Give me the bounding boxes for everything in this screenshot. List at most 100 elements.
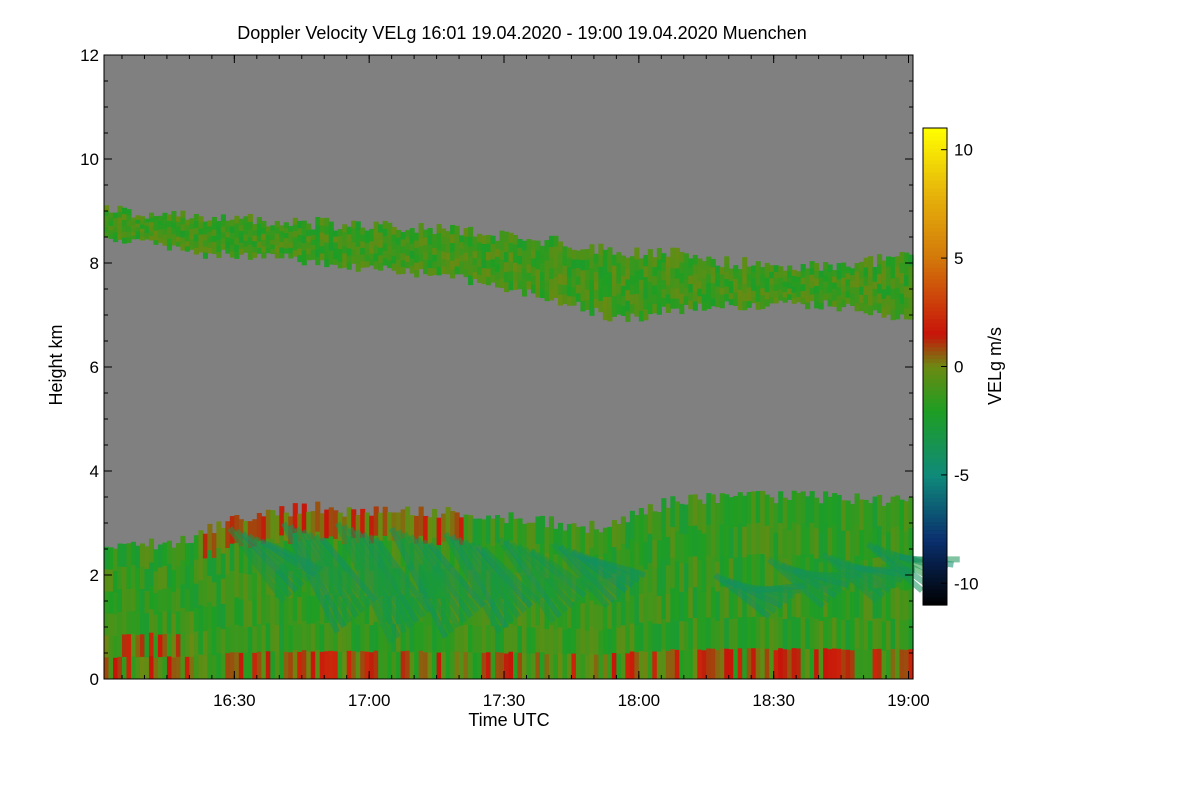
echo-cell	[895, 617, 901, 649]
echo-cell	[688, 275, 694, 285]
echo-cell	[216, 227, 222, 234]
echo-cell	[162, 588, 168, 612]
echo-cell	[652, 595, 658, 624]
echo-cell	[836, 294, 842, 304]
echo-cell	[477, 652, 483, 680]
echo-cell	[324, 650, 330, 680]
echo-cell	[207, 242, 213, 248]
echo-cell	[670, 277, 676, 289]
echo-cell	[706, 617, 712, 649]
echo-cell	[908, 254, 914, 266]
echo-cell	[773, 290, 779, 298]
echo-cell	[715, 503, 721, 533]
echo-cell	[809, 261, 815, 269]
echo-cell	[166, 214, 173, 221]
echo-cell	[342, 224, 348, 232]
echo-cell	[521, 653, 528, 680]
echo-cell	[863, 649, 869, 680]
echo-cell	[580, 602, 586, 629]
colorbar-cell	[923, 565, 947, 570]
echo-cell	[652, 623, 658, 652]
echo-cell	[899, 303, 905, 315]
echo-cell	[301, 591, 307, 622]
echo-cell	[512, 244, 519, 254]
echo-cell	[724, 256, 730, 265]
echo-cell	[854, 302, 860, 312]
echo-cell	[728, 527, 734, 559]
echo-cell	[845, 297, 851, 304]
echo-cell	[692, 301, 698, 311]
x-axis-title: Time UTC	[468, 710, 549, 730]
echo-cell	[157, 589, 164, 613]
echo-cell	[369, 597, 375, 626]
echo-cell	[598, 289, 604, 301]
echo-cell	[108, 569, 114, 592]
echo-cell	[656, 303, 662, 315]
fall-streak	[240, 531, 299, 593]
colorbar-cell	[923, 139, 947, 145]
echo-cell	[553, 603, 559, 630]
echo-cell	[252, 519, 258, 547]
echo-cell	[634, 542, 640, 571]
echo-cell	[548, 624, 555, 653]
echo-cell	[202, 246, 208, 253]
echo-cell	[665, 593, 671, 623]
echo-cell	[499, 598, 505, 626]
echo-cell	[297, 513, 303, 542]
echo-cell	[665, 293, 671, 304]
echo-cell	[872, 496, 878, 528]
echo-cell	[683, 649, 689, 680]
echo-cell	[301, 257, 307, 266]
echo-cell	[850, 503, 856, 534]
echo-cell	[859, 261, 865, 271]
echo-cell	[490, 266, 496, 275]
echo-cell	[355, 246, 361, 256]
echo-cell	[441, 513, 447, 542]
echo-cell	[202, 654, 208, 680]
echo-cell	[180, 535, 186, 561]
echo-cell	[764, 556, 770, 588]
echo-cell	[252, 572, 258, 600]
echo-cell	[625, 548, 631, 575]
echo-cell	[791, 490, 797, 523]
echo-cell	[868, 620, 874, 651]
colorbar-cell	[923, 251, 947, 256]
echo-cell	[661, 618, 667, 650]
echo-cell	[121, 656, 128, 680]
echo-cell	[850, 293, 856, 300]
echo-cell	[787, 619, 793, 650]
echo-cell	[328, 507, 334, 537]
echo-cell	[679, 293, 685, 304]
echo-cell	[499, 268, 505, 279]
echo-cell	[773, 284, 779, 291]
echo-cell	[787, 288, 793, 295]
echo-cell	[859, 294, 865, 303]
echo-cell	[616, 653, 622, 680]
echo-cell	[724, 648, 730, 680]
echo-cell	[283, 232, 289, 239]
echo-cell	[148, 655, 155, 680]
echo-cell	[297, 248, 303, 256]
echo-cell	[665, 650, 671, 680]
echo-cell	[719, 273, 725, 282]
echo-cell	[863, 257, 869, 268]
fall-streak	[509, 541, 569, 614]
echo-cell	[769, 618, 775, 650]
echo-cell	[661, 261, 667, 272]
echo-cell	[279, 252, 285, 259]
echo-cell	[306, 511, 312, 541]
echo-cell	[593, 529, 599, 555]
echo-cell	[432, 261, 438, 269]
echo-cell	[486, 268, 492, 277]
echo-cell	[364, 230, 370, 238]
echo-cell	[288, 252, 294, 259]
echo-cell	[432, 267, 438, 276]
echo-cell	[863, 266, 869, 277]
echo-cell	[778, 266, 784, 273]
echo-cell	[486, 276, 492, 286]
echo-cell	[710, 648, 716, 680]
echo-cell	[247, 221, 253, 230]
echo-cell	[728, 280, 734, 288]
echo-cell	[378, 247, 384, 256]
